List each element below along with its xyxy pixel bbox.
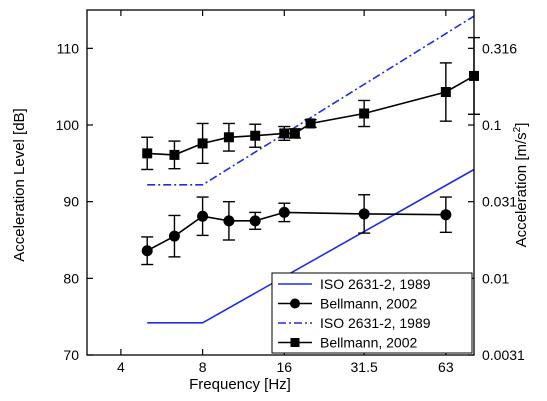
series-2 bbox=[147, 15, 475, 186]
data-point-circle bbox=[440, 209, 452, 221]
legend: ISO 2631-2, 1989 Bellmann, 2002 ISO 2631-2… bbox=[271, 272, 473, 354]
series-line-1 bbox=[146, 211, 446, 252]
data-point-circle bbox=[249, 215, 261, 227]
legend-entry: Bellmann, 2002 bbox=[278, 296, 418, 312]
legend-label: ISO 2631-2, 1989 bbox=[320, 276, 431, 292]
data-point-square bbox=[223, 132, 234, 143]
legend-label: ISO 2631-2, 1989 bbox=[320, 315, 431, 331]
data-point-square bbox=[440, 87, 451, 98]
y-tick-label-right: 0.031 bbox=[482, 194, 517, 210]
plot-frame bbox=[86, 9, 475, 356]
legend-box bbox=[271, 272, 473, 354]
data-point-square bbox=[305, 118, 316, 129]
data-point-square bbox=[142, 148, 153, 159]
legend-entry: Bellmann, 2002 bbox=[278, 335, 418, 351]
data-point-square bbox=[250, 130, 261, 141]
data-point-circle bbox=[168, 230, 180, 242]
data-point-circle bbox=[358, 208, 370, 220]
x-tick-label: 4 bbox=[117, 359, 125, 375]
y-axis-title-left: Acceleration Level [dB] bbox=[11, 108, 28, 261]
legend-swatch-marker bbox=[290, 298, 300, 309]
tick-layer: 4 8 16 31.5 63 70 80 90 100 110 0.0031 0.01 0.031 0.1… bbox=[56, 10, 525, 375]
x-tick-label: 31.5 bbox=[351, 359, 378, 375]
y-tick-label-left: 80 bbox=[63, 270, 79, 286]
legend-swatch-marker bbox=[290, 338, 300, 347]
x-tick-label: 63 bbox=[438, 359, 454, 375]
data-point-circle bbox=[223, 215, 235, 227]
y-tick-label-right: 0.01 bbox=[482, 270, 509, 286]
series-1 bbox=[141, 194, 452, 266]
x-axis-title: Frequency [Hz] bbox=[189, 376, 291, 393]
axes-frame bbox=[86, 9, 475, 356]
y-tick-label-left: 70 bbox=[63, 347, 79, 363]
legend-label: Bellmann, 2002 bbox=[320, 335, 418, 351]
series-line-2 bbox=[147, 15, 475, 186]
x-tick-label: 16 bbox=[277, 359, 293, 375]
y-axis-title-right-main: Acceleration [m/s bbox=[513, 132, 530, 247]
x-tick-label: 8 bbox=[199, 359, 207, 375]
legend-entry: ISO 2631-2, 1989 bbox=[278, 315, 431, 331]
data-point-square bbox=[169, 149, 180, 160]
data-point-square bbox=[197, 138, 208, 149]
series-line-0 bbox=[147, 168, 475, 324]
y-tick-label-left: 90 bbox=[63, 194, 79, 210]
y-axis-title-right-end: ] bbox=[513, 123, 530, 127]
y-tick-label-left: 100 bbox=[56, 117, 80, 133]
y-axis-title-right: Acceleration [m/s2] bbox=[512, 123, 530, 248]
legend-entry: ISO 2631-2, 1989 bbox=[278, 276, 431, 292]
data-point-square bbox=[279, 128, 290, 139]
y-tick-label-right: 0.1 bbox=[482, 117, 502, 133]
legend-label: Bellmann, 2002 bbox=[320, 296, 418, 312]
series-layer bbox=[141, 15, 480, 324]
data-point-square bbox=[359, 108, 370, 119]
y-tick-label-left: 110 bbox=[57, 40, 80, 56]
y-tick-label-right: 0.0031 bbox=[482, 347, 525, 363]
series-0 bbox=[147, 168, 475, 324]
data-point-circle bbox=[278, 206, 290, 218]
data-point-square bbox=[289, 128, 300, 139]
data-point-circle bbox=[141, 245, 153, 257]
y-tick-label-right: 0.316 bbox=[482, 40, 517, 56]
y-axis-title-right-superscript: 2 bbox=[512, 126, 523, 132]
data-point-circle bbox=[197, 210, 209, 222]
